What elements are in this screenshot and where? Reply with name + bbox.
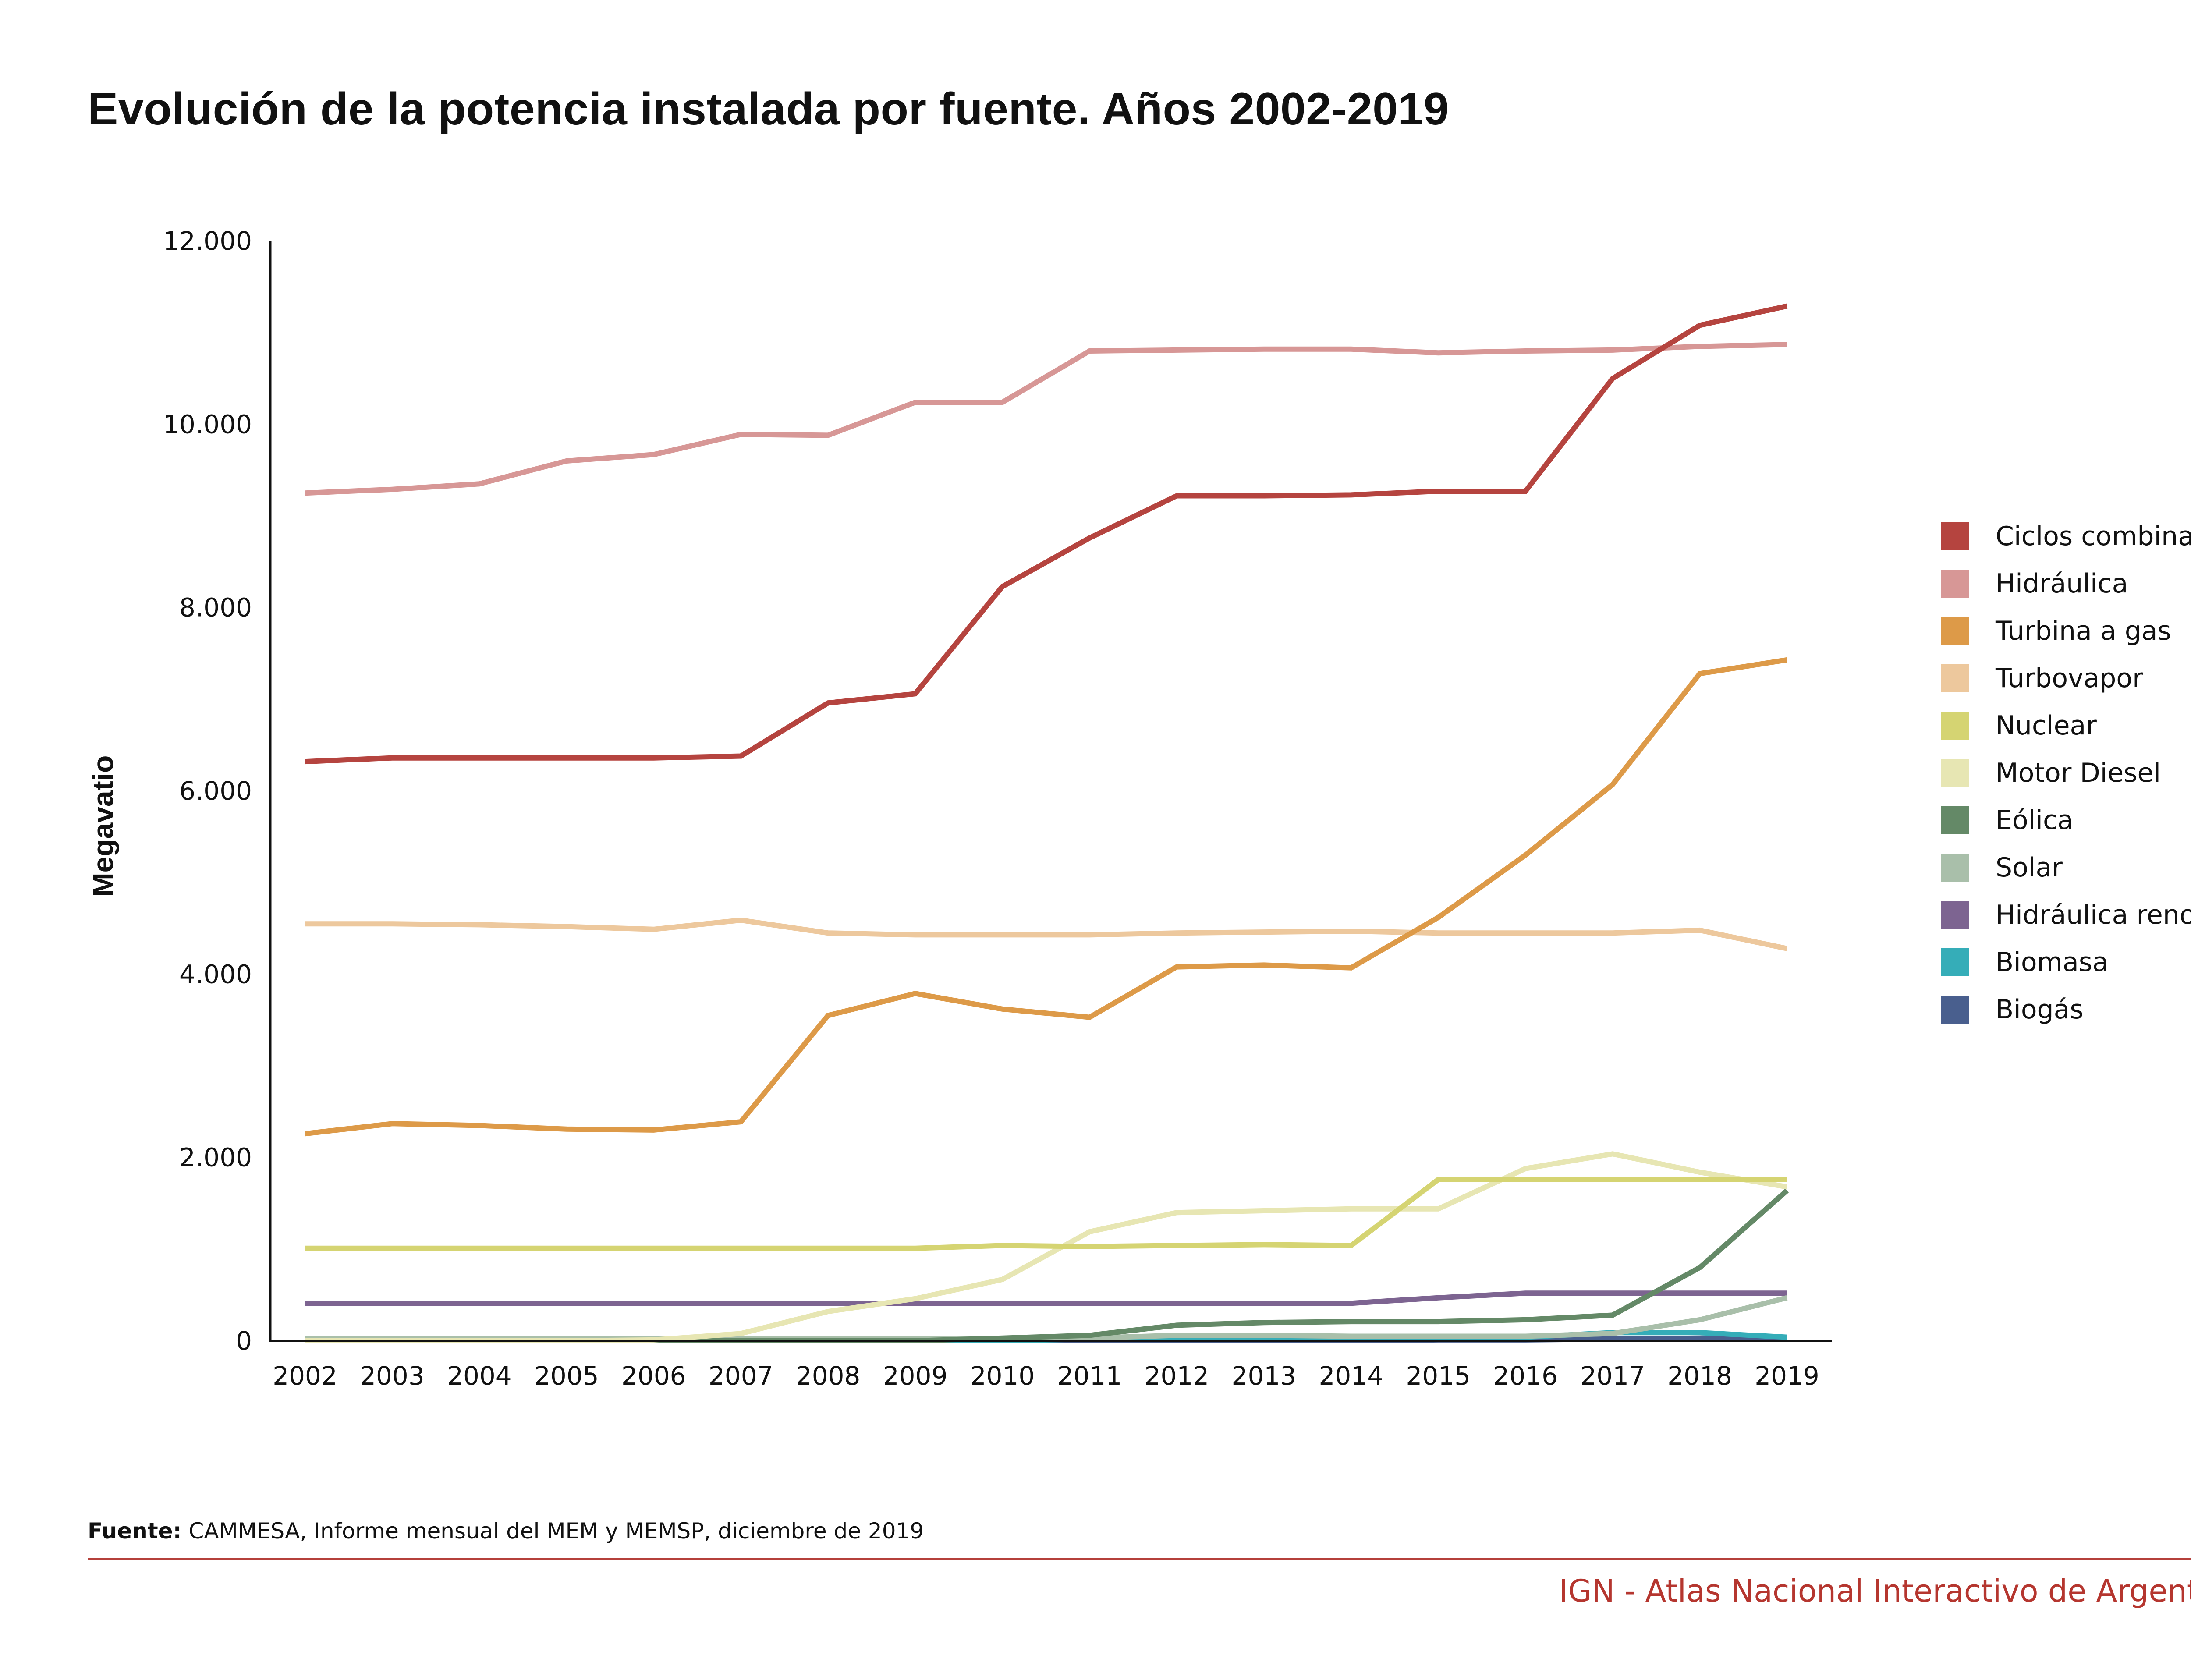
x-tick-labels: 2002 2003 2004 2005 2006 2007 2008 2009 2010 2011… <box>273 1361 1819 1391</box>
x-tick-label: 2008 <box>796 1361 861 1391</box>
footer-divider <box>88 1558 2191 1560</box>
series-line-hidraulica <box>305 342 1787 496</box>
source-note: Fuente: CAMMESA, Informe mensual del MEM… <box>88 1518 924 1544</box>
x-tick-label: 2003 <box>360 1361 425 1391</box>
x-tick-label: 2004 <box>447 1361 512 1391</box>
y-tick-label: 4.000 <box>179 959 252 989</box>
legend-label: Turbovapor <box>1996 663 2143 694</box>
legend-item: Hidráulica <box>1941 560 2191 607</box>
x-tick-label: 2017 <box>1580 1361 1645 1391</box>
legend-item: Turbovapor <box>1941 655 2191 702</box>
legend-item: Motor Diesel <box>1941 749 2191 797</box>
legend-label: Hidráulica <box>1996 568 2128 599</box>
legend-label: Hidráulica renovable <box>1996 900 2191 930</box>
chart-title: Evolución de la potencia instalada por f… <box>88 84 1450 135</box>
legend-label: Nuclear <box>1996 710 2097 741</box>
legend-swatch <box>1941 996 1969 1024</box>
legend-label: Biomasa <box>1996 947 2109 978</box>
x-tick-label: 2002 <box>273 1361 337 1391</box>
legend-label: Eólica <box>1996 805 2074 836</box>
x-tick-label: 2013 <box>1232 1361 1297 1391</box>
legend-swatch <box>1941 759 1969 787</box>
series-line-turbina-a-gas <box>305 657 1787 1137</box>
series-layer <box>305 303 1789 1343</box>
x-tick-label: 2006 <box>621 1361 686 1391</box>
series-line-turbovapor <box>305 917 1788 951</box>
brand-credit: IGN - Atlas Nacional Interactivo de Arge… <box>1559 1573 2191 1609</box>
legend-swatch <box>1941 617 1969 645</box>
legend-item: Turbina a gas <box>1941 607 2191 655</box>
legend-item: Eólica <box>1941 797 2191 844</box>
legend-swatch <box>1941 901 1969 929</box>
legend-label: Solar <box>1996 852 2063 883</box>
x-tick-label: 2015 <box>1406 1361 1471 1391</box>
series-line-ciclos-combinados <box>305 303 1788 765</box>
x-tick-label: 2014 <box>1319 1361 1383 1391</box>
y-tick-label: 6.000 <box>179 776 252 806</box>
legend-label: Ciclos combinados <box>1996 521 2191 552</box>
legend-item: Hidráulica renovable <box>1941 891 2191 939</box>
x-tick-label: 2018 <box>1667 1361 1732 1391</box>
legend-item: Solar <box>1941 844 2191 891</box>
legend-swatch <box>1941 522 1969 550</box>
legend-swatch <box>1941 712 1969 740</box>
y-tick-label: 10.000 <box>163 409 252 439</box>
series-line-hidraulica-renovable <box>305 1290 1787 1306</box>
x-tick-label: 2012 <box>1145 1361 1209 1391</box>
source-text: CAMMESA, Informe mensual del MEM y MEMSP… <box>181 1518 924 1544</box>
y-tick-label: 0 <box>236 1326 252 1356</box>
x-tick-label: 2007 <box>709 1361 773 1391</box>
legend-label: Biogás <box>1996 994 2084 1025</box>
y-tick-label: 12.000 <box>163 226 252 256</box>
legend-swatch <box>1941 948 1969 976</box>
legend-label: Motor Diesel <box>1996 758 2161 788</box>
x-tick-label: 2016 <box>1493 1361 1558 1391</box>
y-tick-label: 2.000 <box>179 1143 252 1173</box>
y-axis-title: Megavatio <box>87 755 119 897</box>
legend-swatch <box>1941 854 1969 882</box>
legend-item: Nuclear <box>1941 702 2191 749</box>
legend-swatch <box>1941 570 1969 598</box>
x-tick-label: 2005 <box>534 1361 599 1391</box>
x-tick-label: 2010 <box>970 1361 1035 1391</box>
legend-swatch <box>1941 664 1969 692</box>
legend-label: Turbina a gas <box>1996 616 2171 646</box>
legend: Ciclos combinados Hidráulica Turbina a gas… <box>1941 513 2191 1033</box>
x-tick-label: 2019 <box>1755 1361 1819 1391</box>
legend-item: Ciclos combinados <box>1941 513 2191 560</box>
series-line-nuclear <box>305 1177 1787 1251</box>
legend-item: Biogás <box>1941 986 2191 1033</box>
legend-swatch <box>1941 806 1969 834</box>
x-tick-label: 2009 <box>883 1361 948 1391</box>
series-line-eolica <box>305 1188 1789 1343</box>
source-label: Fuente: <box>88 1518 182 1544</box>
legend-item: Biomasa <box>1941 939 2191 986</box>
x-tick-label: 2011 <box>1057 1361 1122 1391</box>
y-tick-labels: 0 2.000 4.000 6.000 8.000 10.000 12.000 <box>163 226 252 1356</box>
y-tick-label: 8.000 <box>179 593 252 623</box>
